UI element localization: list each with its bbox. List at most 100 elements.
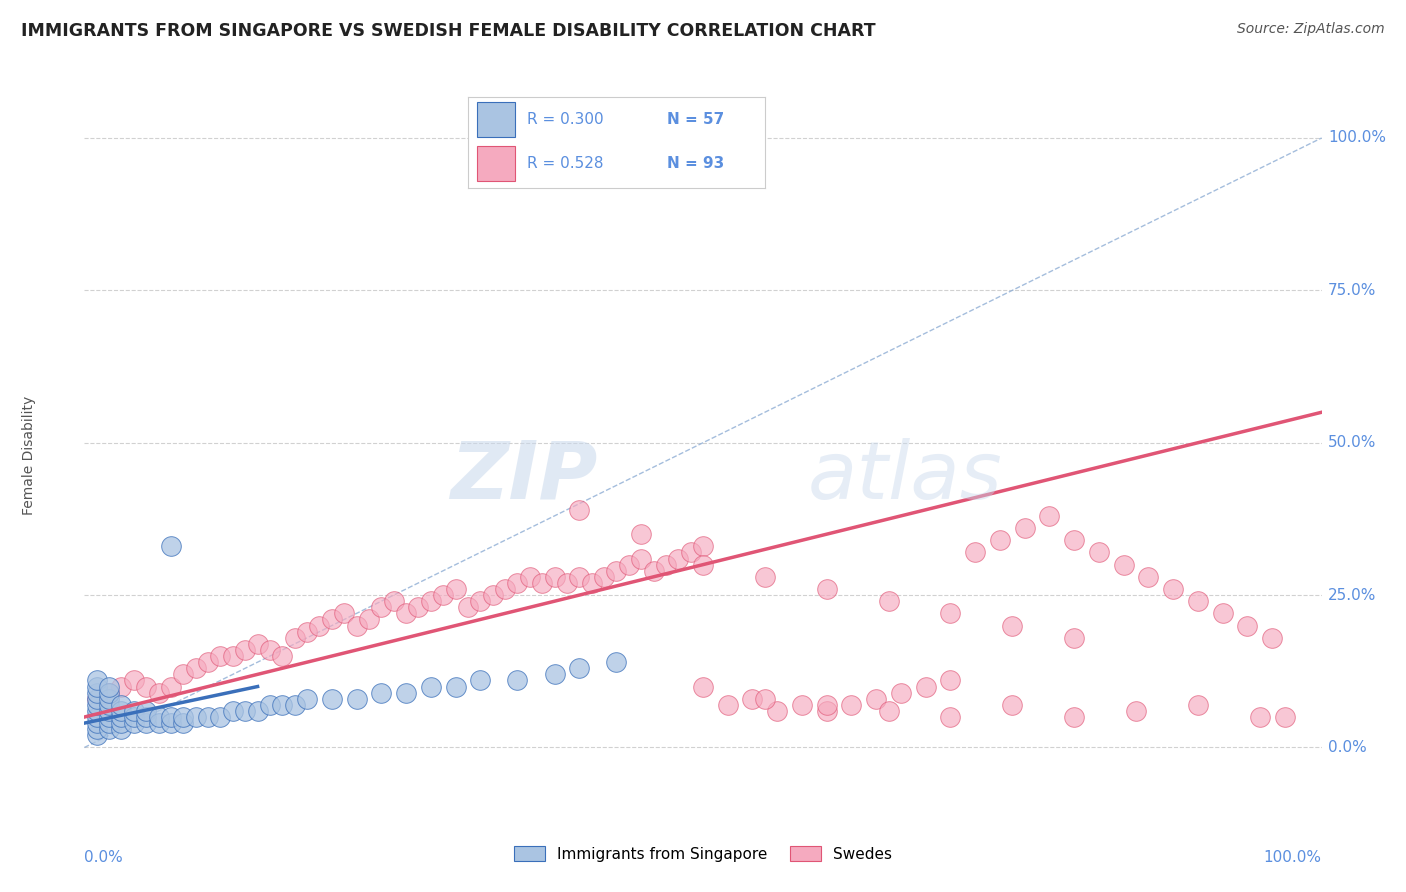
Point [1236, 618, 1258, 632]
Point [122, 704, 145, 718]
Point [86, 673, 108, 688]
Point [790, 698, 813, 712]
Point [506, 576, 529, 591]
Point [1161, 582, 1184, 596]
Point [160, 539, 183, 553]
Point [172, 710, 194, 724]
Point [284, 698, 307, 712]
Point [766, 704, 789, 718]
Point [148, 710, 170, 724]
Text: 100.0%: 100.0% [1264, 850, 1322, 865]
Point [98, 680, 121, 694]
Point [470, 673, 492, 688]
Point [1001, 618, 1024, 632]
Point [135, 704, 157, 718]
Point [222, 704, 245, 718]
Point [865, 691, 887, 706]
Point [86, 680, 108, 694]
Point [1212, 607, 1234, 621]
Point [655, 558, 678, 572]
Point [259, 643, 281, 657]
Point [877, 594, 900, 608]
Point [98, 716, 121, 731]
Point [86, 698, 108, 712]
Point [939, 673, 962, 688]
Point [444, 582, 467, 596]
Point [110, 680, 132, 694]
Point [1137, 570, 1160, 584]
Text: Female Disability: Female Disability [21, 395, 35, 515]
Point [679, 545, 702, 559]
Point [321, 613, 343, 627]
Point [346, 618, 368, 632]
Point [370, 686, 392, 700]
Point [160, 680, 183, 694]
Point [122, 673, 145, 688]
Point [1014, 521, 1036, 535]
Point [692, 680, 714, 694]
Point [110, 716, 132, 731]
Point [939, 710, 962, 724]
Point [457, 600, 479, 615]
Point [209, 710, 232, 724]
Point [160, 710, 183, 724]
Point [86, 691, 108, 706]
Point [98, 723, 121, 737]
Point [222, 649, 245, 664]
Point [295, 691, 318, 706]
Text: IMMIGRANTS FROM SINGAPORE VS SWEDISH FEMALE DISABILITY CORRELATION CHART: IMMIGRANTS FROM SINGAPORE VS SWEDISH FEM… [21, 22, 876, 40]
Text: atlas: atlas [808, 438, 1002, 516]
Point [692, 539, 714, 553]
Point [419, 594, 441, 608]
Point [643, 564, 665, 578]
Point [494, 582, 516, 596]
Point [605, 564, 627, 578]
Point [98, 698, 121, 712]
Point [184, 661, 207, 675]
Point [259, 698, 281, 712]
Point [741, 691, 763, 706]
Point [914, 680, 936, 694]
Point [86, 704, 108, 718]
Point [184, 710, 207, 724]
Point [98, 686, 121, 700]
Point [271, 649, 294, 664]
Text: ZIP: ZIP [450, 438, 598, 516]
Point [408, 600, 430, 615]
Point [1063, 631, 1085, 645]
Point [815, 704, 838, 718]
Point [506, 673, 529, 688]
Point [1063, 533, 1085, 548]
Point [321, 691, 343, 706]
Point [568, 661, 591, 675]
Point [148, 716, 170, 731]
Point [581, 576, 603, 591]
Point [1187, 594, 1209, 608]
Point [568, 570, 591, 584]
Point [481, 588, 503, 602]
Point [543, 667, 565, 681]
Point [233, 643, 256, 657]
Point [1001, 698, 1024, 712]
Text: Source: ZipAtlas.com: Source: ZipAtlas.com [1237, 22, 1385, 37]
Point [630, 551, 652, 566]
Point [630, 527, 652, 541]
Point [432, 588, 454, 602]
Point [1112, 558, 1135, 572]
Point [357, 613, 380, 627]
Point [135, 716, 157, 731]
Point [988, 533, 1011, 548]
Point [86, 686, 108, 700]
Point [555, 576, 578, 591]
Point [110, 698, 132, 712]
Point [110, 710, 132, 724]
Point [1274, 710, 1296, 724]
Point [419, 680, 441, 694]
Text: 50.0%: 50.0% [1327, 435, 1376, 450]
Point [815, 698, 838, 712]
Point [717, 698, 740, 712]
Point [209, 649, 232, 664]
Point [86, 716, 108, 731]
Point [519, 570, 541, 584]
Legend: Immigrants from Singapore, Swedes: Immigrants from Singapore, Swedes [508, 839, 898, 868]
